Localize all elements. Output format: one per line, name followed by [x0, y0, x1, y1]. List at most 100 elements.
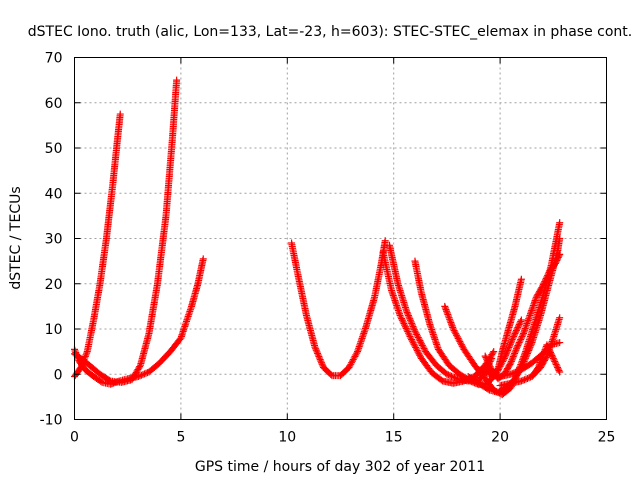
- data-point: [554, 363, 562, 371]
- data-point: [509, 334, 517, 342]
- data-point: [445, 314, 453, 322]
- data-point: [401, 323, 409, 331]
- data-point: [552, 258, 560, 266]
- data-point: [517, 317, 525, 325]
- data-point: [452, 330, 460, 338]
- data-point: [415, 335, 423, 343]
- data-point: [551, 359, 559, 367]
- x-tick-label: 5: [176, 430, 185, 446]
- data-point: [409, 323, 417, 331]
- data-point: [510, 333, 518, 341]
- data-point: [449, 325, 457, 333]
- data-point: [78, 362, 86, 370]
- data-point: [537, 357, 545, 365]
- data-point: [547, 350, 555, 358]
- data-point: [77, 363, 85, 371]
- data-point: [413, 330, 421, 338]
- data-point: [519, 331, 527, 339]
- data-point: [346, 362, 354, 370]
- data-point: [507, 357, 515, 365]
- data-point: [408, 337, 416, 345]
- data-point: [449, 323, 457, 331]
- data-point: [541, 277, 549, 285]
- data-point: [523, 351, 531, 359]
- data-point: [483, 355, 491, 363]
- data-point: [458, 342, 466, 350]
- y-tick-label: 40: [45, 186, 63, 202]
- data-point: [408, 336, 416, 344]
- data-points: [71, 76, 564, 399]
- data-point: [485, 361, 493, 369]
- series-arc4: [288, 237, 389, 380]
- data-point: [508, 356, 516, 364]
- data-point: [444, 310, 452, 318]
- data-point: [350, 354, 358, 362]
- data-point: [515, 320, 523, 328]
- data-point: [82, 351, 90, 359]
- data-point: [410, 324, 418, 332]
- y-tick-label: 50: [45, 141, 63, 157]
- data-point: [510, 369, 518, 377]
- data-point: [517, 334, 525, 342]
- data-point: [508, 337, 516, 345]
- data-point: [441, 304, 449, 312]
- data-point: [514, 323, 522, 331]
- data-point: [482, 369, 490, 377]
- series-arc5: [385, 241, 496, 385]
- y-tick-label: 70: [45, 51, 63, 67]
- data-point: [552, 360, 560, 368]
- data-point: [313, 348, 321, 356]
- data-point: [536, 359, 544, 367]
- data-point: [534, 363, 542, 371]
- data-point: [412, 329, 420, 337]
- data-point: [318, 359, 326, 367]
- data-point: [522, 375, 530, 383]
- data-point: [548, 351, 556, 359]
- data-point: [509, 353, 517, 361]
- data-point: [476, 366, 484, 374]
- series-arc3: [71, 76, 181, 386]
- series-arc13: [496, 314, 564, 390]
- data-point: [508, 336, 516, 344]
- data-point: [510, 331, 518, 339]
- x-axis-label: GPS time / hours of day 302 of year 2011: [195, 459, 485, 475]
- data-point: [418, 340, 426, 348]
- data-point: [404, 310, 412, 318]
- data-point: [444, 371, 452, 379]
- data-point: [554, 365, 562, 373]
- data-point: [412, 345, 420, 353]
- data-point: [556, 339, 564, 347]
- data-point: [398, 316, 406, 324]
- data-point: [478, 367, 486, 375]
- data-point: [482, 354, 490, 362]
- data-point: [546, 348, 554, 356]
- data-point: [413, 332, 421, 340]
- data-point: [544, 342, 552, 350]
- data-point: [381, 237, 389, 245]
- data-point: [408, 319, 416, 327]
- data-point: [517, 275, 525, 283]
- data-point: [554, 253, 562, 261]
- data-point: [538, 354, 546, 362]
- data-point: [312, 345, 320, 353]
- data-point: [442, 306, 450, 314]
- data-point: [457, 339, 465, 347]
- data-point: [402, 324, 410, 332]
- data-point: [535, 362, 543, 370]
- data-point: [312, 346, 320, 354]
- data-point: [406, 316, 414, 324]
- data-point: [314, 349, 322, 357]
- data-point: [520, 376, 528, 384]
- data-point: [449, 373, 457, 381]
- data-point: [479, 368, 487, 376]
- data-point: [404, 328, 412, 336]
- data-point: [408, 321, 416, 329]
- data-point: [516, 337, 524, 345]
- data-point: [406, 315, 414, 323]
- data-point: [414, 348, 422, 356]
- data-point: [406, 332, 414, 340]
- x-tick-label: 15: [385, 430, 403, 446]
- data-point: [411, 342, 419, 350]
- data-point: [554, 255, 562, 263]
